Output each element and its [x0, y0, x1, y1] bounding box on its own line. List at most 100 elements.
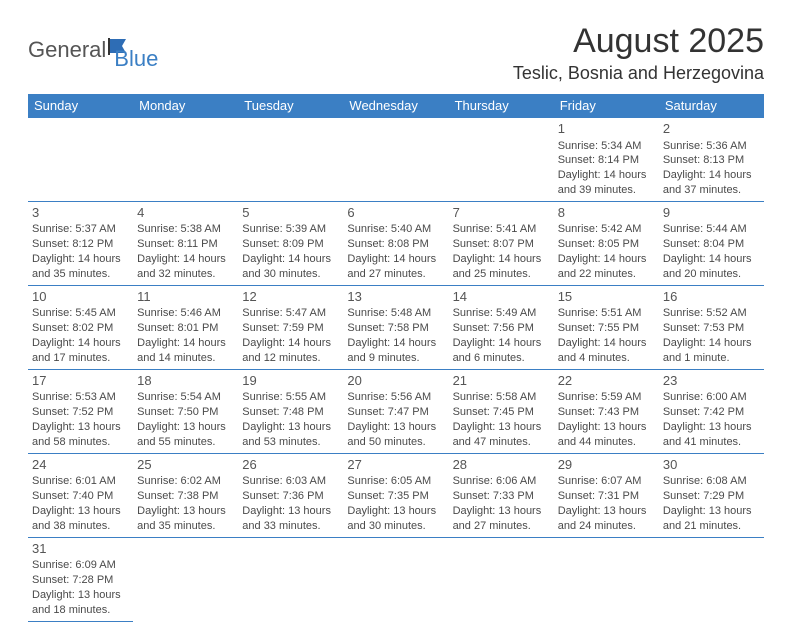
- day-header: Thursday: [449, 94, 554, 118]
- sunrise-text: Sunrise: 5:42 AM: [558, 222, 655, 237]
- sunset-text: Sunset: 7:40 PM: [32, 489, 129, 504]
- sunset-text: Sunset: 7:42 PM: [663, 405, 760, 420]
- sunset-text: Sunset: 8:07 PM: [453, 237, 550, 252]
- sunset-text: Sunset: 8:02 PM: [32, 321, 129, 336]
- header: General Blue August 2025 Teslic, Bosnia …: [28, 22, 764, 84]
- daylight-text: and 27 minutes.: [453, 519, 550, 534]
- calendar-cell-empty: [449, 537, 554, 621]
- calendar-cell: 19Sunrise: 5:55 AMSunset: 7:48 PMDayligh…: [238, 369, 343, 453]
- sunset-text: Sunset: 8:13 PM: [663, 153, 760, 168]
- sunrise-text: Sunrise: 5:39 AM: [242, 222, 339, 237]
- daylight-text: Daylight: 14 hours: [242, 252, 339, 267]
- daylight-text: Daylight: 13 hours: [663, 420, 760, 435]
- day-number: 2: [663, 120, 760, 138]
- calendar-cell-empty: [133, 118, 238, 202]
- day-number: 5: [242, 204, 339, 222]
- day-number: 13: [347, 288, 444, 306]
- calendar-cell: 12Sunrise: 5:47 AMSunset: 7:59 PMDayligh…: [238, 285, 343, 369]
- sunset-text: Sunset: 7:43 PM: [558, 405, 655, 420]
- sunset-text: Sunset: 8:01 PM: [137, 321, 234, 336]
- daylight-text: and 24 minutes.: [558, 519, 655, 534]
- daylight-text: Daylight: 14 hours: [242, 336, 339, 351]
- day-number: 11: [137, 288, 234, 306]
- daylight-text: and 30 minutes.: [242, 267, 339, 282]
- sunset-text: Sunset: 7:45 PM: [453, 405, 550, 420]
- day-number: 23: [663, 372, 760, 390]
- daylight-text: Daylight: 13 hours: [137, 504, 234, 519]
- sunset-text: Sunset: 7:59 PM: [242, 321, 339, 336]
- daylight-text: and 14 minutes.: [137, 351, 234, 366]
- sunrise-text: Sunrise: 5:40 AM: [347, 222, 444, 237]
- day-number: 1: [558, 120, 655, 138]
- daylight-text: Daylight: 13 hours: [347, 420, 444, 435]
- sunrise-text: Sunrise: 5:58 AM: [453, 390, 550, 405]
- sunrise-text: Sunrise: 5:47 AM: [242, 306, 339, 321]
- daylight-text: and 22 minutes.: [558, 267, 655, 282]
- sunrise-text: Sunrise: 6:02 AM: [137, 474, 234, 489]
- sunrise-text: Sunrise: 5:46 AM: [137, 306, 234, 321]
- day-number: 12: [242, 288, 339, 306]
- daylight-text: and 20 minutes.: [663, 267, 760, 282]
- sunset-text: Sunset: 7:36 PM: [242, 489, 339, 504]
- calendar-cell: 6Sunrise: 5:40 AMSunset: 8:08 PMDaylight…: [343, 201, 448, 285]
- daylight-text: Daylight: 14 hours: [663, 168, 760, 183]
- daylight-text: Daylight: 14 hours: [453, 336, 550, 351]
- sunrise-text: Sunrise: 5:34 AM: [558, 139, 655, 154]
- calendar-cell: 13Sunrise: 5:48 AMSunset: 7:58 PMDayligh…: [343, 285, 448, 369]
- calendar-cell-empty: [238, 118, 343, 202]
- calendar-cell: 1Sunrise: 5:34 AMSunset: 8:14 PMDaylight…: [554, 118, 659, 202]
- day-number: 22: [558, 372, 655, 390]
- logo: General Blue: [28, 28, 158, 72]
- sunset-text: Sunset: 7:33 PM: [453, 489, 550, 504]
- daylight-text: Daylight: 14 hours: [347, 252, 444, 267]
- calendar-cell: 22Sunrise: 5:59 AMSunset: 7:43 PMDayligh…: [554, 369, 659, 453]
- calendar-cell: 29Sunrise: 6:07 AMSunset: 7:31 PMDayligh…: [554, 453, 659, 537]
- calendar-cell: 15Sunrise: 5:51 AMSunset: 7:55 PMDayligh…: [554, 285, 659, 369]
- calendar-cell: 4Sunrise: 5:38 AMSunset: 8:11 PMDaylight…: [133, 201, 238, 285]
- calendar-cell: 16Sunrise: 5:52 AMSunset: 7:53 PMDayligh…: [659, 285, 764, 369]
- daylight-text: Daylight: 14 hours: [32, 336, 129, 351]
- daylight-text: Daylight: 14 hours: [137, 252, 234, 267]
- daylight-text: Daylight: 14 hours: [558, 168, 655, 183]
- sunrise-text: Sunrise: 5:37 AM: [32, 222, 129, 237]
- daylight-text: Daylight: 14 hours: [347, 336, 444, 351]
- sunrise-text: Sunrise: 6:00 AM: [663, 390, 760, 405]
- sunset-text: Sunset: 7:28 PM: [32, 573, 129, 588]
- daylight-text: Daylight: 13 hours: [453, 504, 550, 519]
- sunset-text: Sunset: 7:55 PM: [558, 321, 655, 336]
- daylight-text: and 53 minutes.: [242, 435, 339, 450]
- daylight-text: and 50 minutes.: [347, 435, 444, 450]
- calendar-cell: 17Sunrise: 5:53 AMSunset: 7:52 PMDayligh…: [28, 369, 133, 453]
- daylight-text: Daylight: 13 hours: [347, 504, 444, 519]
- calendar-cell: 14Sunrise: 5:49 AMSunset: 7:56 PMDayligh…: [449, 285, 554, 369]
- calendar-cell: 27Sunrise: 6:05 AMSunset: 7:35 PMDayligh…: [343, 453, 448, 537]
- daylight-text: and 55 minutes.: [137, 435, 234, 450]
- sunset-text: Sunset: 7:29 PM: [663, 489, 760, 504]
- sunrise-text: Sunrise: 5:44 AM: [663, 222, 760, 237]
- daylight-text: Daylight: 13 hours: [32, 588, 129, 603]
- calendar-row: 3Sunrise: 5:37 AMSunset: 8:12 PMDaylight…: [28, 201, 764, 285]
- calendar-row: 24Sunrise: 6:01 AMSunset: 7:40 PMDayligh…: [28, 453, 764, 537]
- month-title: August 2025: [513, 22, 764, 61]
- daylight-text: and 47 minutes.: [453, 435, 550, 450]
- day-number: 14: [453, 288, 550, 306]
- sunrise-text: Sunrise: 5:53 AM: [32, 390, 129, 405]
- sunset-text: Sunset: 7:47 PM: [347, 405, 444, 420]
- daylight-text: and 17 minutes.: [32, 351, 129, 366]
- daylight-text: Daylight: 14 hours: [32, 252, 129, 267]
- daylight-text: and 18 minutes.: [32, 603, 129, 618]
- daylight-text: and 35 minutes.: [32, 267, 129, 282]
- calendar-cell-empty: [449, 118, 554, 202]
- calendar-cell: 9Sunrise: 5:44 AMSunset: 8:04 PMDaylight…: [659, 201, 764, 285]
- calendar-cell: 20Sunrise: 5:56 AMSunset: 7:47 PMDayligh…: [343, 369, 448, 453]
- calendar-cell: 8Sunrise: 5:42 AMSunset: 8:05 PMDaylight…: [554, 201, 659, 285]
- day-number: 20: [347, 372, 444, 390]
- sunset-text: Sunset: 8:05 PM: [558, 237, 655, 252]
- sunset-text: Sunset: 7:48 PM: [242, 405, 339, 420]
- daylight-text: and 6 minutes.: [453, 351, 550, 366]
- day-number: 6: [347, 204, 444, 222]
- day-header: Monday: [133, 94, 238, 118]
- calendar-cell: 3Sunrise: 5:37 AMSunset: 8:12 PMDaylight…: [28, 201, 133, 285]
- daylight-text: and 12 minutes.: [242, 351, 339, 366]
- calendar-body: 1Sunrise: 5:34 AMSunset: 8:14 PMDaylight…: [28, 118, 764, 622]
